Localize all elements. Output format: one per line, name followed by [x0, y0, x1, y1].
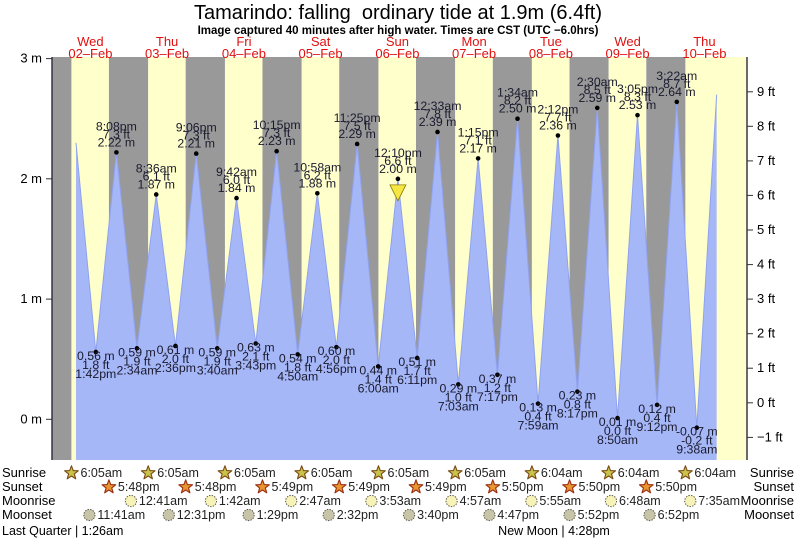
svg-text:2.64 m: 2.64 m [658, 85, 696, 99]
svg-text:6:48am: 6:48am [619, 494, 661, 508]
svg-text:5 ft: 5 ft [757, 222, 775, 237]
svg-text:8:50am: 8:50am [597, 433, 638, 447]
svg-text:2 m: 2 m [20, 171, 42, 186]
svg-text:2:32pm: 2:32pm [337, 508, 379, 522]
svg-text:5:52pm: 5:52pm [578, 508, 620, 522]
svg-text:07–Feb: 07–Feb [452, 46, 496, 61]
svg-text:5:48pm: 5:48pm [118, 480, 160, 494]
svg-text:6:04am: 6:04am [541, 466, 583, 480]
svg-text:2.29 m: 2.29 m [338, 127, 376, 141]
svg-text:2.53 m: 2.53 m [619, 98, 657, 112]
svg-text:02–Feb: 02–Feb [68, 46, 112, 61]
svg-text:7 ft: 7 ft [757, 153, 775, 168]
svg-text:1.88 m: 1.88 m [299, 176, 337, 190]
svg-text:12:31pm: 12:31pm [177, 508, 226, 522]
svg-text:3:40pm: 3:40pm [417, 508, 459, 522]
svg-text:2.50 m: 2.50 m [499, 102, 537, 116]
svg-text:2.21 m: 2.21 m [177, 137, 215, 151]
svg-text:3:40am: 3:40am [197, 363, 238, 377]
svg-text:6:05am: 6:05am [464, 466, 506, 480]
svg-text:6:00am: 6:00am [358, 381, 399, 395]
svg-text:1.87 m: 1.87 m [137, 177, 175, 191]
svg-text:1:29pm: 1:29pm [257, 508, 299, 522]
svg-text:1:42am: 1:42am [219, 494, 261, 508]
svg-text:0 m: 0 m [20, 411, 42, 426]
svg-text:2.59 m: 2.59 m [578, 91, 616, 105]
svg-text:Moonset: Moonset [2, 507, 52, 522]
svg-text:2.17 m: 2.17 m [459, 141, 497, 155]
svg-text:Sunset: Sunset [2, 479, 43, 494]
svg-text:10–Feb: 10–Feb [682, 46, 726, 61]
svg-text:4:57am: 4:57am [460, 494, 502, 508]
svg-text:1:42pm: 1:42pm [75, 367, 116, 381]
svg-text:1.84 m: 1.84 m [218, 181, 256, 195]
svg-text:6:05am: 6:05am [388, 466, 430, 480]
svg-text:1 ft: 1 ft [757, 360, 775, 375]
svg-text:05–Feb: 05–Feb [299, 46, 343, 61]
svg-text:4 ft: 4 ft [757, 257, 775, 272]
svg-text:Sunrise: Sunrise [750, 465, 794, 480]
svg-text:8 ft: 8 ft [757, 118, 775, 133]
svg-text:6:52pm: 6:52pm [658, 508, 700, 522]
svg-text:Sunrise: Sunrise [2, 465, 46, 480]
svg-text:3 m: 3 m [20, 51, 42, 66]
svg-text:−1 ft: −1 ft [757, 429, 783, 444]
svg-text:Sunset: Sunset [754, 479, 795, 494]
svg-text:2:47am: 2:47am [299, 494, 341, 508]
svg-text:5:49pm: 5:49pm [272, 480, 314, 494]
svg-text:2.00 m: 2.00 m [379, 162, 417, 176]
svg-text:2 ft: 2 ft [757, 326, 775, 341]
svg-text:2.23 m: 2.23 m [258, 134, 296, 148]
svg-text:08–Feb: 08–Feb [529, 46, 573, 61]
svg-text:3:43pm: 3:43pm [235, 359, 276, 373]
svg-text:8:17pm: 8:17pm [557, 407, 598, 421]
svg-text:5:50pm: 5:50pm [502, 480, 544, 494]
svg-text:2:34am: 2:34am [116, 363, 157, 377]
svg-text:03–Feb: 03–Feb [145, 46, 189, 61]
svg-text:7:35am: 7:35am [698, 494, 740, 508]
svg-text:6:04am: 6:04am [618, 466, 660, 480]
svg-text:6:05am: 6:05am [157, 466, 199, 480]
svg-text:7:03am: 7:03am [438, 399, 479, 413]
svg-text:Moonrise: Moonrise [741, 493, 794, 508]
svg-text:5:50pm: 5:50pm [655, 480, 697, 494]
svg-text:6:05am: 6:05am [234, 466, 276, 480]
svg-text:0 ft: 0 ft [757, 395, 775, 410]
svg-text:6:11pm: 6:11pm [397, 373, 437, 387]
svg-text:6:05am: 6:05am [81, 466, 123, 480]
svg-text:06–Feb: 06–Feb [375, 46, 419, 61]
svg-text:12:41am: 12:41am [139, 494, 188, 508]
svg-text:4:50am: 4:50am [277, 369, 318, 383]
svg-text:1 m: 1 m [20, 291, 42, 306]
svg-text:2:36pm: 2:36pm [155, 361, 196, 375]
svg-text:3 ft: 3 ft [757, 291, 775, 306]
svg-text:Moonrise: Moonrise [2, 493, 55, 508]
svg-text:2.36 m: 2.36 m [539, 119, 577, 133]
svg-text:5:48pm: 5:48pm [195, 480, 237, 494]
svg-text:4:47pm: 4:47pm [497, 508, 539, 522]
svg-text:Moonset: Moonset [744, 507, 794, 522]
svg-text:04–Feb: 04–Feb [222, 46, 266, 61]
svg-text:3:53am: 3:53am [379, 494, 421, 508]
svg-text:4:56pm: 4:56pm [316, 362, 357, 376]
svg-text:09–Feb: 09–Feb [606, 46, 650, 61]
svg-text:9:12pm: 9:12pm [637, 420, 678, 434]
svg-text:7:59am: 7:59am [518, 419, 559, 433]
svg-text:5:49pm: 5:49pm [348, 480, 390, 494]
svg-text:9:38am: 9:38am [676, 443, 717, 457]
svg-text:6:04am: 6:04am [694, 466, 736, 480]
svg-text:5:55am: 5:55am [539, 494, 581, 508]
svg-text:7:17pm: 7:17pm [477, 390, 518, 404]
svg-text:6 ft: 6 ft [757, 187, 775, 202]
svg-text:11:41am: 11:41am [97, 508, 145, 522]
svg-text:5:49pm: 5:49pm [425, 480, 467, 494]
svg-text:6:05am: 6:05am [311, 466, 353, 480]
svg-text:9 ft: 9 ft [757, 84, 775, 99]
svg-text:2.22 m: 2.22 m [98, 135, 136, 149]
svg-text:2.39 m: 2.39 m [419, 115, 457, 129]
svg-text:5:50pm: 5:50pm [579, 480, 621, 494]
